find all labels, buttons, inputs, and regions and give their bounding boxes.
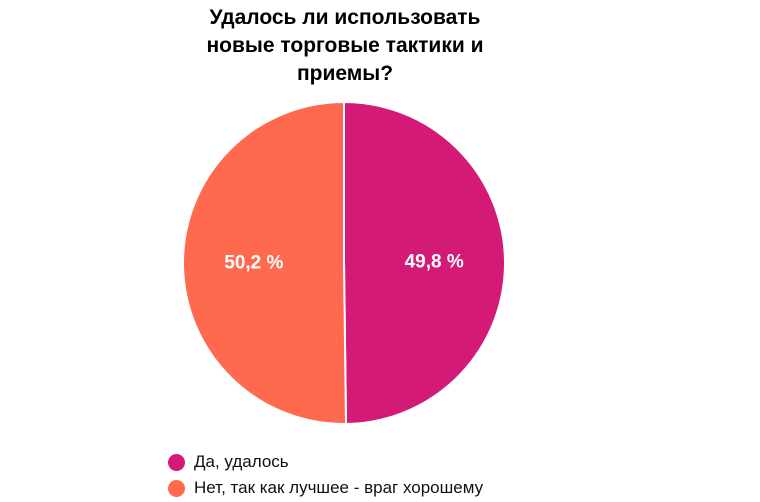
- legend-label-yes: Да, удалось: [194, 452, 289, 471]
- chart-title-line-3: приемы?: [296, 62, 394, 85]
- legend-label-no: Нет, так как лучшее - враг хорошему: [194, 478, 484, 497]
- legend-item-yes: Да, удалось: [168, 450, 483, 474]
- chart-title: Удалось ли использовать новые торговые т…: [160, 4, 530, 88]
- pie-label-no: 50,2 %: [224, 253, 283, 274]
- legend-item-no: Нет, так как лучшее - враг хорошему: [168, 476, 483, 500]
- chart-legend: Да, удалось Нет, так как лучшее - враг х…: [168, 450, 483, 502]
- chart-title-line-1: Удалось ли использовать: [209, 6, 481, 29]
- pie-slice-no: [182, 100, 348, 425]
- legend-marker-yes: [168, 453, 185, 471]
- chart-title-line-2: новые торговые тактики и: [206, 34, 484, 57]
- pie-label-yes: 49,8 %: [405, 251, 464, 272]
- legend-marker-no: [168, 479, 185, 497]
- pie-slice-yes: [343, 100, 506, 426]
